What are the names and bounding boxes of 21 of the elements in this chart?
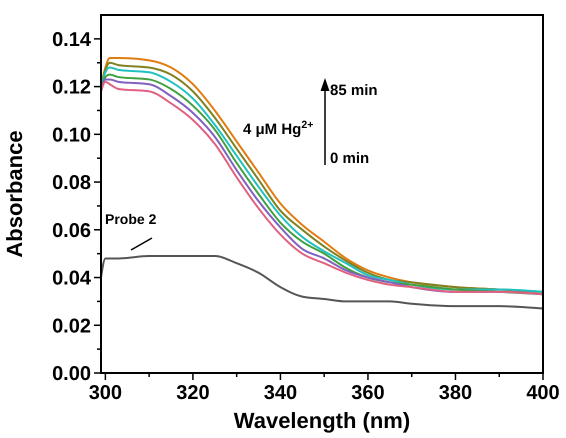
line-series xyxy=(101,255,543,310)
annotation: 4 μM Hg$^{2+}$ xyxy=(243,119,314,138)
y-tick-label: 0.04 xyxy=(52,268,92,290)
x-tick-label: 360 xyxy=(351,382,385,404)
x-tick-label: 380 xyxy=(438,382,472,404)
x-tick-label: 300 xyxy=(88,382,122,404)
annotation: Probe 2 xyxy=(105,211,157,227)
y-tick-label: 0.06 xyxy=(52,220,91,242)
annotation: 0 min xyxy=(330,150,370,167)
x-tick-label: 400 xyxy=(526,382,560,404)
y-tick-label: 0.14 xyxy=(52,28,92,51)
y-tick-label: 0.10 xyxy=(52,124,91,146)
x-tick-label: 340 xyxy=(264,382,298,404)
x-tick-label: 320 xyxy=(176,382,210,404)
y-tick-label: 0.02 xyxy=(52,315,91,338)
annotation: 85 min xyxy=(330,82,378,99)
y-tick-label: 0.08 xyxy=(52,172,91,194)
y-axis-title: Absorbance xyxy=(2,130,27,258)
x-axis-title: Wavelength (nm) xyxy=(234,408,410,433)
y-tick-label: 0.00 xyxy=(52,363,91,385)
y-tick-label: 0.12 xyxy=(52,76,91,99)
